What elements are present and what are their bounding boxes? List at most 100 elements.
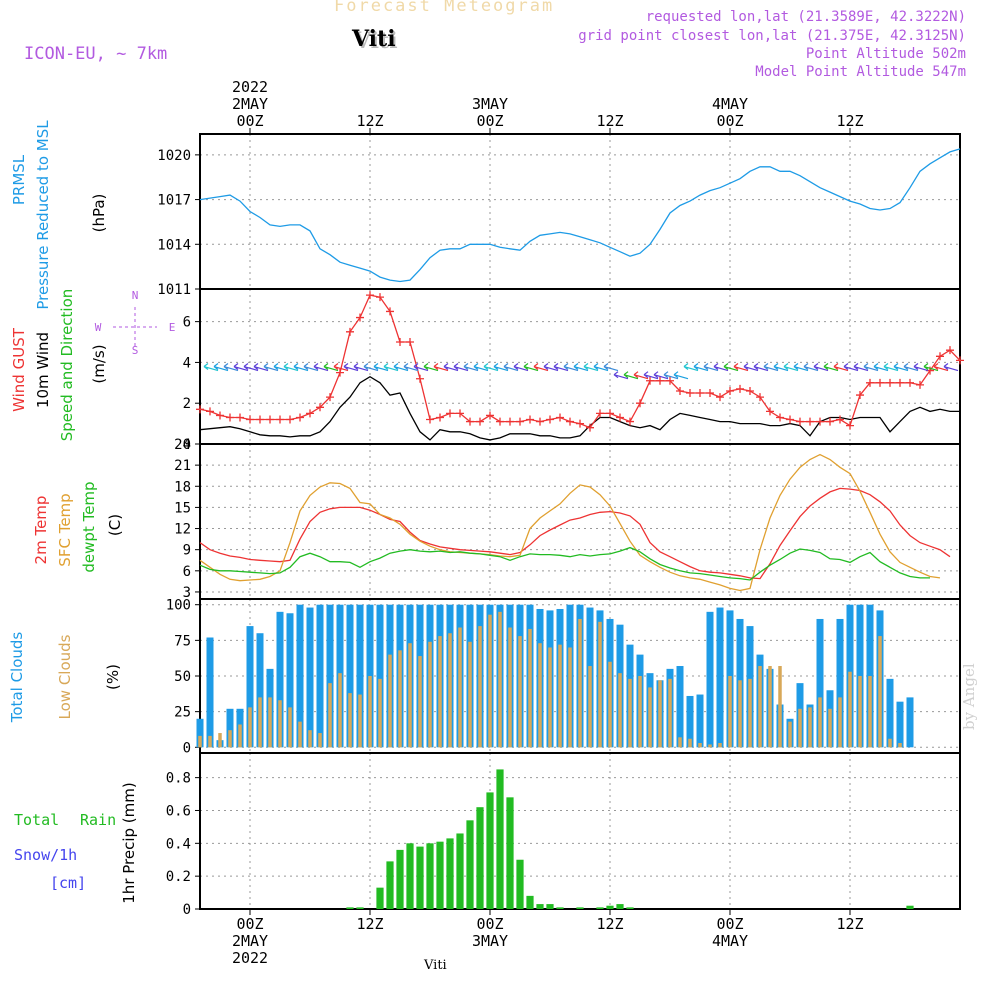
total-cloud-bar [326,604,334,748]
wind-direction-arrow [563,363,579,372]
model-name: ICON-EU, ~ 7km [24,44,168,64]
low-cloud-bar [328,683,332,748]
low-cloud-bar [438,636,442,748]
wind-direction-arrow [453,363,469,372]
low-cloud-bar [528,628,532,748]
x-tick-label-bottom: 3MAY [472,932,508,950]
requested-coords: requested lon,lat (21.3589E, 42.3222N) [645,9,966,25]
y-tick-label: 12 [174,522,191,538]
low-cloud-bar [658,680,662,748]
compass-cross [113,307,157,347]
wind-gust-marker [496,417,504,426]
wind-direction-arrow [713,363,729,372]
low-cloud-bar [238,724,242,748]
wind-gust-marker [766,407,774,416]
wind-direction-arrow [603,363,619,372]
y-tick-label: 0.4 [166,836,191,852]
wind-direction-arrow [333,363,349,372]
rain-bar [406,843,414,909]
low-cloud-bar [468,641,472,748]
wind-gust-marker [836,415,844,424]
low-cloud-bar [898,743,902,748]
wind-direction-arrow [763,363,779,372]
wind-direction-arrow [673,371,689,380]
rain-bar [446,838,454,909]
low-cloud-bar [698,743,702,748]
wind-direction-arrow [323,363,339,372]
low-cloud-bar [808,707,812,748]
low-cloud-bar [838,697,842,748]
rain-bar [476,807,484,909]
wind-direction-arrow [693,363,709,372]
wind-gust-line [199,294,961,429]
wind-gust-marker [756,393,764,402]
low-cloud-bar [568,647,572,748]
y-tick-label: 50 [174,669,191,685]
x-tick-label-top: 4MAY [712,95,748,113]
low-cloud-bar [818,697,822,748]
rain-bar [496,769,504,909]
rain-bar [516,859,524,909]
total-cloud-bar [196,718,204,748]
low-cloud-bar [248,707,252,748]
low-cloud-bar [758,666,762,748]
low-cloud-bar [888,738,892,748]
low-cloud-bar [878,636,882,748]
low-cloud-bar [318,733,322,748]
wind-gust-marker [556,413,564,422]
wind-gust-marker [746,386,754,395]
wind-direction-arrow [393,363,409,372]
dewpoint-line [199,546,930,581]
wind-direction-arrow [543,363,559,372]
x-tick-label-bottom: 2022 [232,949,268,967]
low-cloud-bar [718,743,722,748]
low-cloud-bar [588,666,592,748]
wind-gust-marker [686,389,694,398]
grid-point-coords: grid point closest lon,lat (21.375E, 42.… [578,28,966,44]
total-cloud-bar [896,701,904,748]
wind-direction-arrow [873,363,889,372]
wind-direction-arrow [613,371,629,380]
low-cloud-bar [678,737,682,748]
wind-direction-arrow [683,363,699,372]
total-cloud-bar [276,611,284,748]
wind-gust-marker [876,378,884,387]
low-cloud-bar [268,697,272,748]
total-cloud-bar [686,695,694,748]
footer-station: Viti [424,958,447,973]
wind-gust-marker [306,409,314,418]
wind-direction-arrow [243,363,259,372]
low-cloud-bar [518,636,522,748]
total-cloud-bar [906,697,914,748]
wind-direction-arrow [503,363,519,372]
compass-north: N [132,289,139,302]
x-tick-label-top: 12Z [836,112,863,130]
wind-gust-marker [846,421,854,430]
wind-direction-arrow [623,371,639,380]
wind-gust-marker [696,389,704,398]
low-cloud-bar [708,744,712,748]
wind-gust-marker [476,417,484,426]
rain-bar [376,887,384,909]
wind-gust-marker [356,313,364,322]
y-tick-label: 24 [174,437,191,453]
panel-frame [199,133,961,290]
wind-direction-arrow [423,363,439,372]
low-cloud-bar [288,707,292,748]
wind-direction-arrow [843,363,859,372]
rain-bar [626,907,634,909]
wind-gust-marker [826,417,834,426]
y-tick-label: 0 [183,740,191,756]
wind-direction-arrow [533,363,549,372]
low-cloud-bar [368,676,372,748]
low-cloud-bar [628,678,632,748]
wind-direction-arrow [853,363,869,372]
y-tick-label: 75 [174,633,191,649]
low-cloud-bar [608,661,612,748]
low-cloud-bar [358,694,362,748]
x-tick-label-top: 2022 [232,78,268,96]
rain-bar [576,907,584,909]
wind-gust-marker [546,415,554,424]
rain-bar [386,861,394,909]
y-tick-label: 1011 [157,282,191,298]
